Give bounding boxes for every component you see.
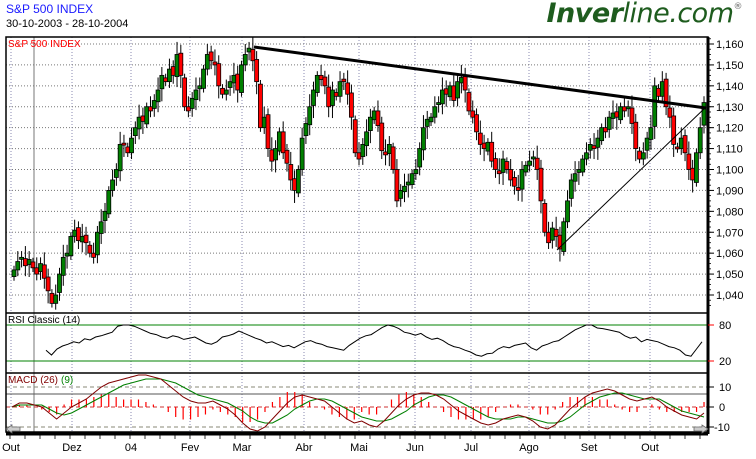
- svg-text:Mar: Mar: [233, 442, 252, 454]
- x-axis: Out Dez 04 Fev Mar Abr Mai Jun Jul Ago Set Out: [2, 435, 701, 454]
- macd-signal-label: (9): [61, 375, 73, 386]
- svg-text:1,060: 1,060: [716, 248, 744, 260]
- brand-bold: Inver: [546, 0, 624, 29]
- svg-text:04: 04: [125, 442, 137, 454]
- svg-text:1,100: 1,100: [716, 165, 744, 177]
- svg-text:1,130: 1,130: [716, 102, 744, 114]
- svg-text:Dez: Dez: [62, 442, 82, 454]
- svg-text:20: 20: [719, 356, 731, 368]
- svg-text:-10: -10: [714, 422, 730, 434]
- svg-text:0: 0: [719, 402, 725, 414]
- svg-text:Ago: Ago: [519, 442, 539, 454]
- svg-text:1,120: 1,120: [716, 123, 744, 135]
- svg-text:Out: Out: [641, 442, 659, 454]
- svg-text:1,080: 1,080: [716, 206, 744, 218]
- svg-text:1,070: 1,070: [716, 227, 744, 239]
- brand-light: line.com: [622, 0, 734, 29]
- pane-frames: [5, 36, 710, 436]
- scroll-left-arrow-icon[interactable]: [5, 424, 21, 434]
- svg-text:10: 10: [719, 382, 731, 394]
- chart-header-title: S&P 500 INDEX: [6, 2, 94, 16]
- macd-pane-label: MACD (26): [8, 375, 58, 386]
- svg-text:80: 80: [719, 320, 731, 332]
- svg-text:1,150: 1,150: [716, 60, 744, 72]
- svg-text:Out: Out: [2, 442, 20, 454]
- svg-text:Jul: Jul: [464, 442, 478, 454]
- svg-text:1,050: 1,050: [716, 269, 744, 281]
- svg-text:1,110: 1,110: [716, 144, 743, 156]
- candlestick-series: [11, 36, 707, 310]
- trendlines: [253, 45, 707, 251]
- svg-text:Abr: Abr: [295, 442, 312, 454]
- svg-text:Set: Set: [581, 442, 598, 454]
- macd-series: [11, 374, 705, 432]
- scroll-right-arrow-icon[interactable]: [693, 424, 709, 434]
- price-pane-label: S&P 500 INDEX: [8, 39, 81, 50]
- svg-text:1,090: 1,090: [716, 185, 744, 197]
- chart-date-range: 30-10-2003 - 28-10-2004: [6, 18, 129, 30]
- brand-mark: ®: [733, 2, 743, 12]
- svg-text:Mai: Mai: [350, 442, 368, 454]
- svg-text:1,140: 1,140: [716, 81, 744, 93]
- svg-text:1,160: 1,160: [716, 39, 744, 51]
- rsi-series: [45, 324, 703, 357]
- y-axis: 1,040 1,050 1,060 1,070 1,080 1,090 1,100 1,110…: [708, 38, 744, 434]
- svg-text:1,040: 1,040: [716, 290, 744, 302]
- brand-logo: Inverline.com®: [546, 0, 743, 29]
- svg-text:Jun: Jun: [406, 442, 424, 454]
- rsi-pane-label: RSI Classic (14): [8, 315, 80, 326]
- svg-text:Fev: Fev: [181, 442, 200, 454]
